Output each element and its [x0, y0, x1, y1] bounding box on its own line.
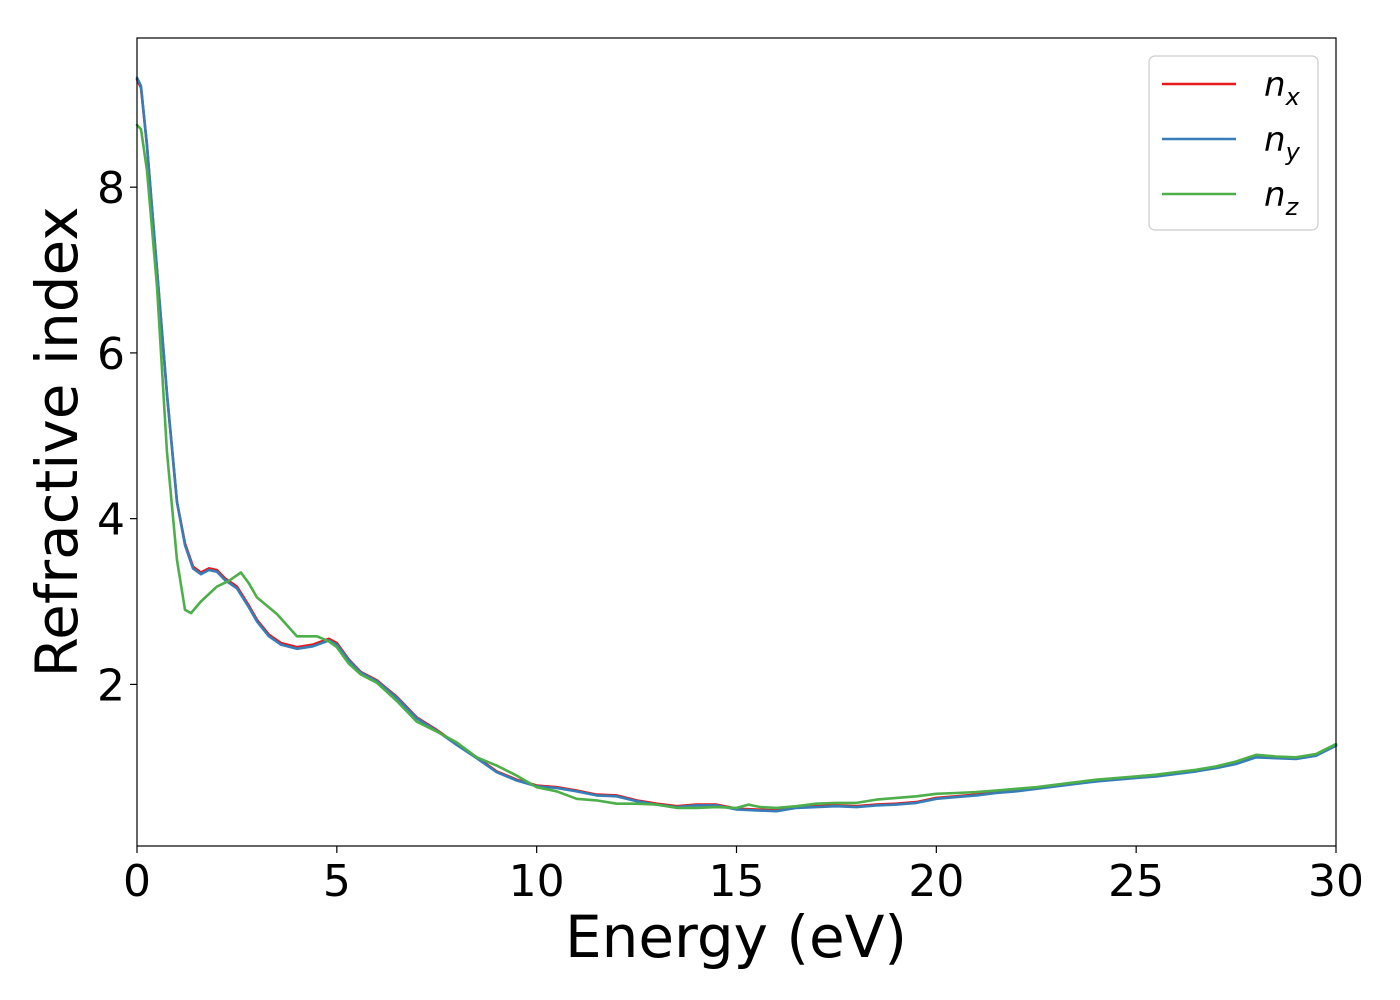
y-axis-title: Refractive index [23, 206, 91, 677]
x-axis-title: Energy (eV) [565, 903, 907, 971]
legend-label-x: nx [1264, 65, 1301, 111]
y-axis-ticks: 2 4 6 8 [97, 163, 137, 711]
y-tick-label: 4 [97, 495, 125, 546]
x-tick-label: 15 [709, 856, 765, 907]
legend: nx ny nz [1148, 55, 1319, 231]
x-tick-label: 25 [1108, 856, 1164, 907]
series-layer [135, 76, 1338, 813]
x-tick-label: 20 [908, 856, 964, 907]
x-tick-label: 10 [509, 856, 565, 907]
x-tick-label: 0 [123, 856, 151, 907]
x-tick-label: 30 [1308, 856, 1364, 907]
y-tick-label: 8 [97, 163, 125, 214]
x-axis-ticks: 0 5 10 15 20 25 30 [123, 846, 1364, 907]
legend-label-y: ny [1264, 120, 1301, 166]
y-tick-label: 2 [97, 660, 125, 711]
x-tick-label: 5 [323, 856, 351, 907]
y-tick-label: 6 [97, 329, 125, 380]
series-line-z [135, 123, 1338, 810]
legend-label-z: nz [1264, 175, 1300, 221]
legend-box [1148, 55, 1319, 231]
series-line-y [135, 76, 1338, 813]
